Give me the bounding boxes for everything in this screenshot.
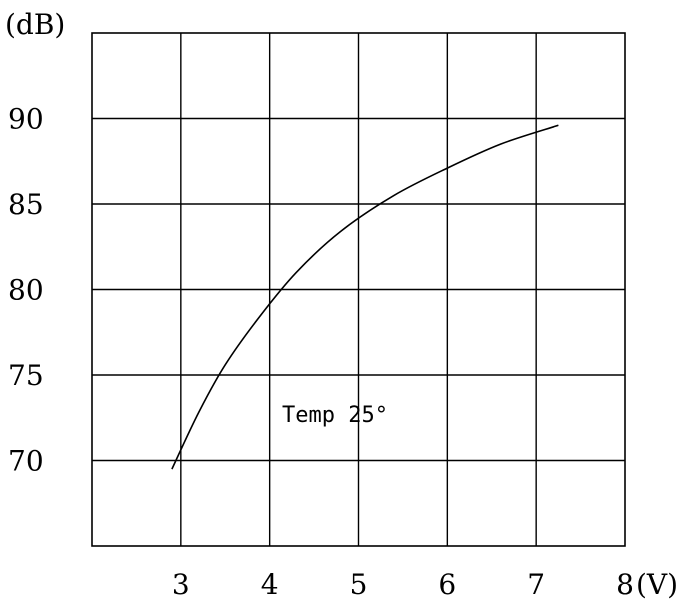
x-tick-labels: 3 4 5 6 7 8 <box>172 568 634 601</box>
y-tick-label-80: 80 <box>8 274 44 307</box>
y-axis-label: (dB) <box>5 8 65 41</box>
x-tick-label-8: 8 <box>616 568 634 601</box>
plot-frame <box>91 32 626 547</box>
grid <box>92 33 625 546</box>
x-tick-label-4: 4 <box>261 568 279 601</box>
y-tick-label-90: 90 <box>8 103 44 136</box>
series-line <box>171 124 559 470</box>
annotation-temp: Temp 25° <box>282 403 388 428</box>
x-tick-label-7: 7 <box>527 568 545 601</box>
x-tick-label-3: 3 <box>172 568 190 601</box>
y-tick-labels: 70 75 80 85 90 <box>8 103 44 478</box>
y-tick-label-70: 70 <box>8 445 44 478</box>
x-axis-label: (V) <box>636 568 678 601</box>
x-tick-label-5: 5 <box>350 568 368 601</box>
x-tick-label-6: 6 <box>438 568 456 601</box>
y-tick-label-85: 85 <box>8 188 44 221</box>
y-tick-label-75: 75 <box>8 359 44 392</box>
